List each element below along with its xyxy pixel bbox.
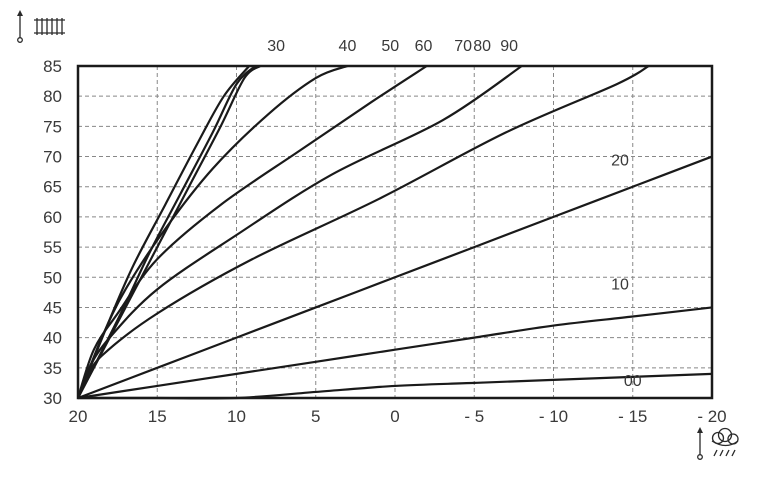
y-tick-label-55: 55 [43,238,62,257]
y-tick-label-50: 50 [43,268,62,287]
x-tick-label--10: - 10 [539,407,568,426]
curve-40[interactable] [78,66,522,398]
top-left-icon-group [10,10,65,42]
curve-label-80: 80 [473,38,491,55]
curve-label-10: 10 [611,276,629,293]
cloud-rain-icon [712,429,738,457]
grille-icon [34,18,65,35]
curve-label-30: 30 [267,38,285,55]
y-tick-label-45: 45 [43,298,62,317]
performance-chart-svg: 90807060504030201000 3035404550556065707… [0,0,762,477]
bottom-right-icon-group [697,427,738,459]
curve-label-40: 40 [339,38,357,55]
curve-label-00: 00 [624,373,642,390]
x-tick-label--20: - 20 [697,407,726,426]
x-tick-label-15: 15 [148,407,167,426]
x-tick-label-0: 0 [390,407,399,426]
curve-label-70: 70 [454,38,472,55]
curve-label-20: 20 [611,153,629,170]
thermometer-arrow-head-icon [17,10,23,16]
y-tick-label-30: 30 [43,389,62,408]
thermometer-arrow-head-icon-2 [697,427,703,433]
curve-label-60: 60 [415,38,433,55]
thermometer-bulb-icon-2 [698,455,703,460]
x-tick-label-20: 20 [69,407,88,426]
curve-90[interactable] [78,66,260,398]
grid-lines-group [78,66,712,398]
y-tick-label-35: 35 [43,359,62,378]
x-tick-label--15: - 15 [618,407,647,426]
curve-50[interactable] [78,66,427,398]
x-tick-label--5: - 5 [464,407,484,426]
chart-container: 90 80 70 60 50 40 30 20 10 00 30 35 40 45 50 55 60 65 70 7… [0,0,762,477]
y-tick-label-60: 60 [43,208,62,227]
thermometer-bulb-icon [18,38,23,43]
y-tick-label-85: 85 [43,57,62,76]
y-tick-label-80: 80 [43,87,62,106]
curve-label-90: 90 [500,38,518,55]
y-tick-label-65: 65 [43,178,62,197]
y-tick-label-75: 75 [43,117,62,136]
y-tick-label-70: 70 [43,148,62,167]
x-tick-label-5: 5 [311,407,320,426]
x-tick-label-10: 10 [227,407,246,426]
curve-label-50: 50 [381,38,399,55]
y-tick-label-40: 40 [43,329,62,348]
